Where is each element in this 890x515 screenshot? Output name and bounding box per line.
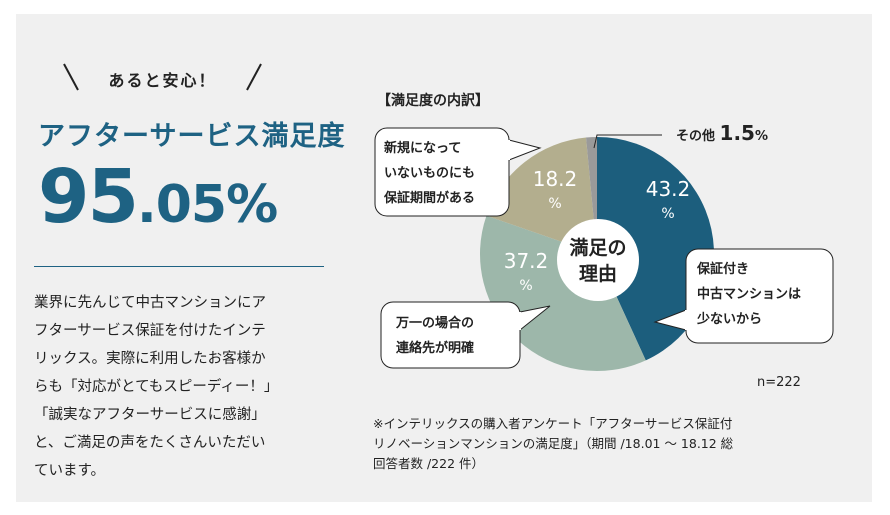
other-label-value: 1.5 <box>719 121 755 145</box>
slice-unit-label: % <box>519 278 532 294</box>
tagline-block: あると安心！ <box>60 62 265 92</box>
satisfaction-rate: 95.05% <box>38 150 278 245</box>
chart-title: 【満足度の内訳】 <box>377 93 489 109</box>
description-line: らも「対応がとてもスピーディー！」 <box>34 379 279 395</box>
other-label-unit: % <box>754 129 769 144</box>
callout-c-line: いないものにも <box>384 166 476 181</box>
sample-size: n=222 <box>757 375 801 390</box>
pie-center-circle <box>557 219 639 301</box>
description-line: 業界に先んじて中古マンションにア <box>34 295 266 311</box>
callout-b-text: 万一の場合の 連絡先が明確 <box>396 311 474 361</box>
divider <box>34 266 324 267</box>
slice-unit-label: % <box>548 196 561 212</box>
headline: アフターサービス満足度 <box>38 121 346 152</box>
footnote-line: リノベーションマンションの満足度」（期間 /18.01 ～ 18.12 総 <box>373 436 734 451</box>
callout-a-text: 保証付き 中古マンションは 少ないから <box>697 257 801 332</box>
callout-b-line: 連絡先が明確 <box>396 341 475 356</box>
callout-a-line: 保証付き <box>697 262 750 277</box>
other-leader-line <box>593 134 662 149</box>
callout-c-line: 新規になって <box>384 141 462 156</box>
callout-c-line: 保証期間がある <box>384 191 476 206</box>
callout-b-bubble <box>380 301 521 369</box>
footnote: ※インテリックスの購入者アンケート「アフターサービス保証付 リノベーションマンシ… <box>373 414 843 474</box>
pie-slice-2 <box>486 137 597 254</box>
slash-right-icon <box>246 63 262 91</box>
callout-a-line: 中古マンションは <box>697 287 802 302</box>
pie-center-label: 理由 <box>579 262 617 285</box>
satisfaction-rate-integer: 95 <box>38 154 139 240</box>
callout-c-text: 新規になって いないものにも 保証期間がある <box>384 136 475 211</box>
description: 業界に先んじて中古マンションにア フターサービス保証を付けたインテ リックス。実… <box>34 289 334 485</box>
callout-a-bubble <box>685 248 834 344</box>
description-line: リックス。実際に利用したお客様か <box>34 351 266 367</box>
satisfaction-rate-decimal: .05% <box>136 175 278 235</box>
description-line: フターサービス保証を付けたインテ <box>34 323 266 339</box>
slash-left-icon <box>63 63 79 91</box>
slice-unit-label: % <box>661 206 674 222</box>
slice-value-label: 43.2 <box>646 177 691 201</box>
callout-a-line: 少ないから <box>697 312 763 327</box>
pie-slice-0 <box>597 137 715 361</box>
footnote-line: 回答者数 /222 件） <box>373 456 485 471</box>
callout-c-bubble <box>374 127 510 217</box>
description-line: と、ご満足の声をたくさんいただい <box>34 435 266 451</box>
slice-value-label: 18.2 <box>533 167 578 191</box>
pie-center-label: 満足の <box>569 237 626 259</box>
other-label-name: その他 <box>676 129 716 144</box>
slice-value-label: 37.2 <box>504 249 549 273</box>
footnote-line: ※インテリックスの購入者アンケート「アフターサービス保証付 <box>373 416 733 431</box>
pie-slice-1 <box>480 215 646 371</box>
description-line: 「誠実なアフターサービスに感謝」 <box>34 407 266 423</box>
callout-b-line: 万一の場合の <box>396 316 475 331</box>
description-line: ています。 <box>34 463 106 479</box>
tagline: あると安心！ <box>108 71 217 90</box>
other-label: その他 1.5% <box>676 121 768 145</box>
